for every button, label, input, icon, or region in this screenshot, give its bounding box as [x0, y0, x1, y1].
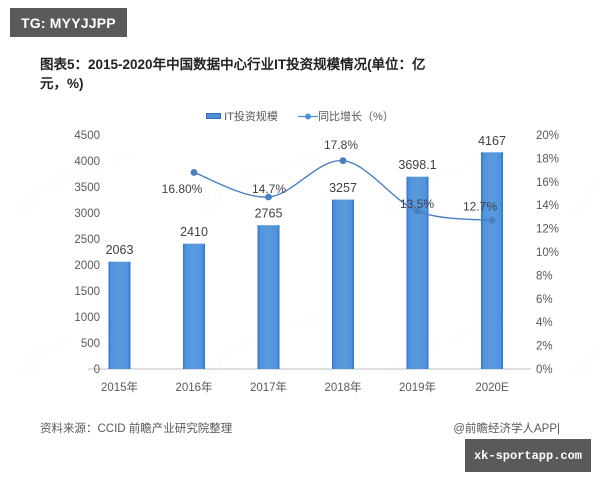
svg-text:4500: 4500	[74, 130, 100, 142]
svg-text:16.80%: 16.80%	[162, 182, 203, 196]
svg-text:2063: 2063	[106, 243, 134, 257]
svg-text:17.8%: 17.8%	[324, 138, 358, 152]
svg-text:12.7%: 12.7%	[463, 200, 497, 214]
svg-text:14.7%: 14.7%	[252, 182, 286, 196]
svg-text:4000: 4000	[74, 156, 100, 168]
svg-text:6%: 6%	[536, 294, 553, 306]
svg-text:4167: 4167	[478, 134, 506, 148]
svg-text:2016年: 2016年	[175, 380, 212, 394]
svg-text:2765: 2765	[255, 207, 283, 221]
svg-text:3698.1: 3698.1	[398, 158, 436, 172]
svg-text:10%: 10%	[536, 247, 559, 259]
svg-text:3000: 3000	[74, 208, 100, 220]
svg-text:0: 0	[94, 364, 100, 376]
svg-text:0%: 0%	[536, 364, 553, 376]
svg-text:2019年: 2019年	[399, 380, 436, 394]
svg-text:1500: 1500	[74, 286, 100, 298]
svg-text:2015年: 2015年	[101, 380, 138, 394]
svg-text:20%: 20%	[536, 130, 559, 142]
svg-text:2500: 2500	[74, 234, 100, 246]
svg-text:2000: 2000	[74, 260, 100, 272]
svg-text:2017年: 2017年	[250, 380, 287, 394]
svg-text:2410: 2410	[180, 225, 208, 239]
svg-text:3257: 3257	[329, 181, 357, 195]
svg-text:500: 500	[81, 338, 100, 350]
svg-text:16%: 16%	[536, 177, 559, 189]
svg-text:2018年: 2018年	[324, 380, 361, 394]
svg-text:2%: 2%	[536, 341, 553, 353]
svg-text:3500: 3500	[74, 182, 100, 194]
svg-text:12%: 12%	[536, 224, 559, 236]
svg-text:8%: 8%	[536, 270, 553, 282]
svg-text:1000: 1000	[74, 312, 100, 324]
svg-text:2020E: 2020E	[475, 382, 509, 394]
svg-text:4%: 4%	[536, 317, 553, 329]
svg-text:13.5%: 13.5%	[400, 197, 434, 211]
svg-text:14%: 14%	[536, 200, 559, 212]
svg-text:18%: 18%	[536, 153, 559, 165]
